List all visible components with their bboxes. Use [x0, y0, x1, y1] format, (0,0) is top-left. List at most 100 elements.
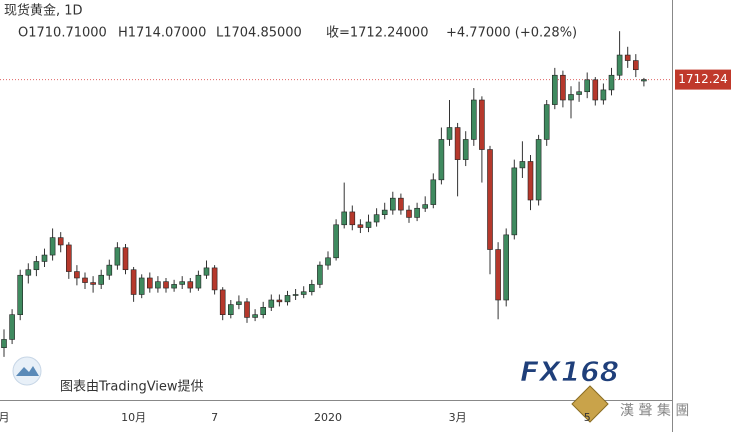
- logo-diamond: [571, 385, 609, 423]
- candle-body: [203, 267, 210, 276]
- candle-body: [381, 209, 388, 215]
- candle-body: [632, 60, 639, 71]
- candle-body: [260, 307, 267, 315]
- candle-body: [535, 139, 542, 201]
- candle-body: [438, 139, 445, 181]
- candle-body: [317, 264, 323, 285]
- candle-body: [430, 179, 437, 205]
- candle-body: [389, 197, 396, 211]
- candle-body: [82, 277, 88, 283]
- legend-value: +4.77000 (+0.28%): [446, 26, 577, 41]
- candle-body: [211, 267, 218, 291]
- x-tick-label: 3月: [449, 411, 467, 424]
- candle-body: [17, 274, 24, 315]
- candle-body: [292, 294, 299, 296]
- candle-body: [511, 167, 518, 236]
- legend-value: L1704.85000: [216, 26, 302, 41]
- candle-body: [9, 314, 15, 340]
- candle-body: [1, 339, 7, 349]
- candle-body: [195, 274, 202, 289]
- fx168-logo: FX168 漢 聲 集 團: [520, 355, 689, 423]
- candle-body: [155, 281, 161, 289]
- candle-body: [66, 244, 72, 272]
- candle-body: [252, 314, 258, 318]
- chart-title: 现货黄金, 1D: [4, 3, 83, 19]
- candle-body: [414, 207, 420, 218]
- candle-body: [244, 301, 250, 318]
- candle-body: [600, 89, 607, 101]
- x-tick-label: 5: [584, 411, 591, 424]
- candle-body: [495, 249, 501, 301]
- x-tick-label: 2020: [314, 411, 342, 424]
- candle-body: [33, 261, 40, 271]
- legend-value: H1714.07000: [118, 26, 206, 41]
- candle-body: [641, 79, 647, 82]
- candle-body: [462, 139, 469, 160]
- candle-body: [179, 281, 185, 285]
- candle-body: [171, 284, 177, 289]
- candle-body: [25, 269, 32, 276]
- candle-body: [568, 94, 574, 101]
- candle-body: [357, 224, 364, 228]
- candle-body: [373, 214, 380, 223]
- candle-body: [147, 277, 153, 289]
- candle-body: [163, 281, 169, 289]
- candle-body: [398, 197, 404, 211]
- last-price-tag: [675, 69, 731, 90]
- candle-body: [228, 304, 234, 315]
- candle-body: [454, 127, 461, 160]
- legend-value: O1710.71000: [18, 26, 107, 41]
- candle-body: [325, 257, 331, 266]
- candle-body: [333, 224, 339, 259]
- candle-body: [592, 79, 599, 101]
- candle-body: [308, 284, 315, 293]
- plot: [0, 31, 672, 357]
- candle-body: [284, 295, 291, 303]
- candle-body: [576, 91, 582, 95]
- candle-body: [487, 149, 493, 250]
- candle-body: [349, 211, 356, 226]
- candle-body: [90, 282, 96, 285]
- candle-body: [365, 221, 372, 228]
- candle-body: [543, 104, 550, 140]
- badge-glyph: [16, 366, 39, 376]
- legend-value: 收=1712.24000: [326, 26, 428, 41]
- candle-body: [446, 127, 453, 140]
- candle-body: [519, 161, 526, 169]
- candle-body: [616, 54, 623, 76]
- candle-body: [406, 209, 412, 218]
- x-tick-label: 10月: [121, 411, 146, 424]
- candle-body: [49, 237, 56, 256]
- candle-body: [503, 234, 510, 301]
- candle-body: [236, 301, 242, 305]
- candle-body: [114, 247, 121, 266]
- candle-body: [268, 299, 275, 308]
- last-price-label: 1712.24: [678, 72, 728, 86]
- candle-body: [422, 204, 429, 209]
- candle-body: [187, 281, 194, 289]
- candle-body: [624, 54, 631, 61]
- candle-body: [41, 254, 48, 262]
- candle-body: [276, 299, 283, 303]
- candle-body: [106, 264, 113, 276]
- candle-body: [122, 247, 129, 271]
- x-tick-label: 月: [0, 411, 10, 424]
- candle-body: [341, 211, 348, 226]
- logo-brand: FX168: [520, 355, 619, 388]
- logo-group: 漢 聲 集 團: [620, 402, 689, 419]
- ohlc-legend: O1710.71000 H1714.07000 L1704.85000 收=1712.…: [18, 26, 577, 41]
- candle-body: [219, 289, 226, 315]
- candle-body: [98, 274, 104, 285]
- candle-body: [130, 269, 137, 295]
- candle-body: [584, 79, 591, 93]
- tradingview-badge: 图表由TradingView提供: [12, 356, 204, 395]
- candle-body: [551, 74, 558, 105]
- candle-body: [527, 161, 534, 201]
- x-tick-label: 7: [211, 411, 218, 424]
- candle-body: [57, 237, 64, 246]
- attribution: 图表由TradingView提供: [60, 379, 204, 395]
- candle-body: [479, 99, 485, 150]
- candle-body: [608, 74, 615, 91]
